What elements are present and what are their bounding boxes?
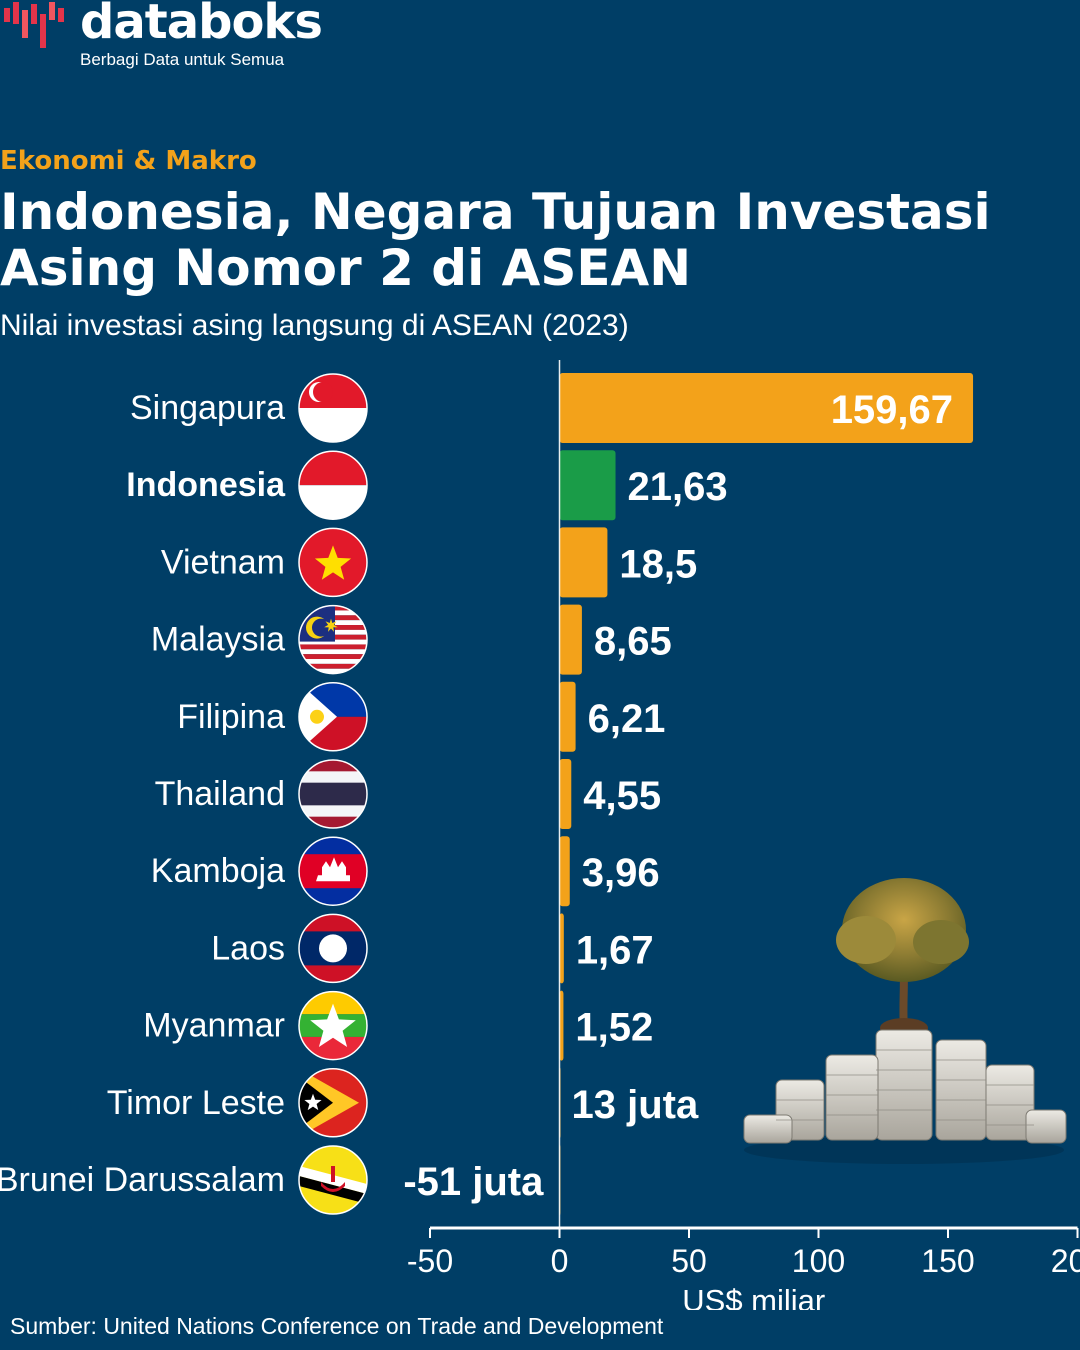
category-label-kamboja: Kamboja xyxy=(151,852,285,890)
databoks-logo-mark-icon xyxy=(4,2,64,48)
data-label-timor-leste: 13 juta xyxy=(572,1083,699,1127)
category-label-indonesia: Indonesia xyxy=(126,466,286,504)
category-label-timor-leste: Timor Leste xyxy=(107,1084,285,1122)
data-label-singapura: 159,67 xyxy=(831,388,953,432)
bar-malaysia xyxy=(559,604,582,675)
brand-tagline: Berbagi Data untuk Semua xyxy=(80,50,285,69)
category-label-singapura: Singapura xyxy=(130,389,285,427)
timor-leste-flag-icon xyxy=(299,1068,367,1137)
category-label-vietnam: Vietnam xyxy=(161,543,285,581)
category-label-filipina: Filipina xyxy=(177,698,285,736)
data-label-brunei-darussalam: -51 juta xyxy=(403,1160,544,1204)
x-tick-label: -50 xyxy=(407,1243,453,1279)
data-label-filipina: 6,21 xyxy=(588,697,666,741)
category-label-myanmar: Myanmar xyxy=(143,1007,285,1045)
x-axis-title: US$ miliar xyxy=(682,1283,825,1310)
bar-filipina xyxy=(559,681,576,752)
x-tick-label: 0 xyxy=(551,1243,569,1279)
brunei-flag-icon xyxy=(299,1146,367,1214)
data-label-indonesia: 21,63 xyxy=(628,465,728,509)
page-title: Indonesia, Negara Tujuan Investasi Asing… xyxy=(0,183,991,297)
vietnam-flag-icon xyxy=(299,528,367,597)
myanmar-flag-icon xyxy=(299,991,367,1060)
data-label-vietnam: 18,5 xyxy=(619,542,697,586)
x-tick-label: 50 xyxy=(671,1243,707,1279)
category-label-brunei-darussalam: Brunei Darussalam xyxy=(0,1161,285,1199)
money-tree-coins-illustration xyxy=(743,878,1067,1164)
x-tick-label: 150 xyxy=(921,1243,974,1279)
x-tick-label: 100 xyxy=(792,1243,845,1279)
bar-chart: Singapura 159,67 Indonesia 21,63 Vietnam 18,5… xyxy=(0,360,1080,1310)
x-tick-label: 200 xyxy=(1051,1243,1080,1279)
bar-laos xyxy=(559,913,564,984)
category-label-malaysia: Malaysia xyxy=(151,621,285,659)
chart-subtitle: Nilai investasi asing langsung di ASEAN … xyxy=(0,309,629,342)
data-label-myanmar: 1,52 xyxy=(575,1006,653,1050)
source-note: Sumber: United Nations Conference on Tra… xyxy=(10,1313,664,1339)
category-label-thailand: Thailand xyxy=(155,775,285,813)
bar-thailand xyxy=(559,759,572,829)
data-label-kamboja: 3,96 xyxy=(582,851,660,895)
bar-indonesia xyxy=(559,450,616,521)
bar-singapura xyxy=(559,373,974,443)
category-label-laos: Laos xyxy=(211,929,285,967)
thailand-flag-icon xyxy=(299,760,367,828)
bar-kamboja xyxy=(559,836,570,907)
cambodia-flag-icon xyxy=(299,837,367,906)
category-label: Ekonomi & Makro xyxy=(0,146,257,176)
brand-name: databoks xyxy=(80,0,323,50)
data-label-thailand: 4,55 xyxy=(583,774,661,818)
bar-vietnam xyxy=(559,527,608,598)
bar-myanmar xyxy=(559,990,564,1061)
data-label-malaysia: 8,65 xyxy=(594,620,672,664)
laos-flag-icon xyxy=(299,914,367,983)
databoks-logo: databoks Berbagi Data untuk Semua xyxy=(0,0,360,80)
data-label-laos: 1,67 xyxy=(576,928,654,972)
